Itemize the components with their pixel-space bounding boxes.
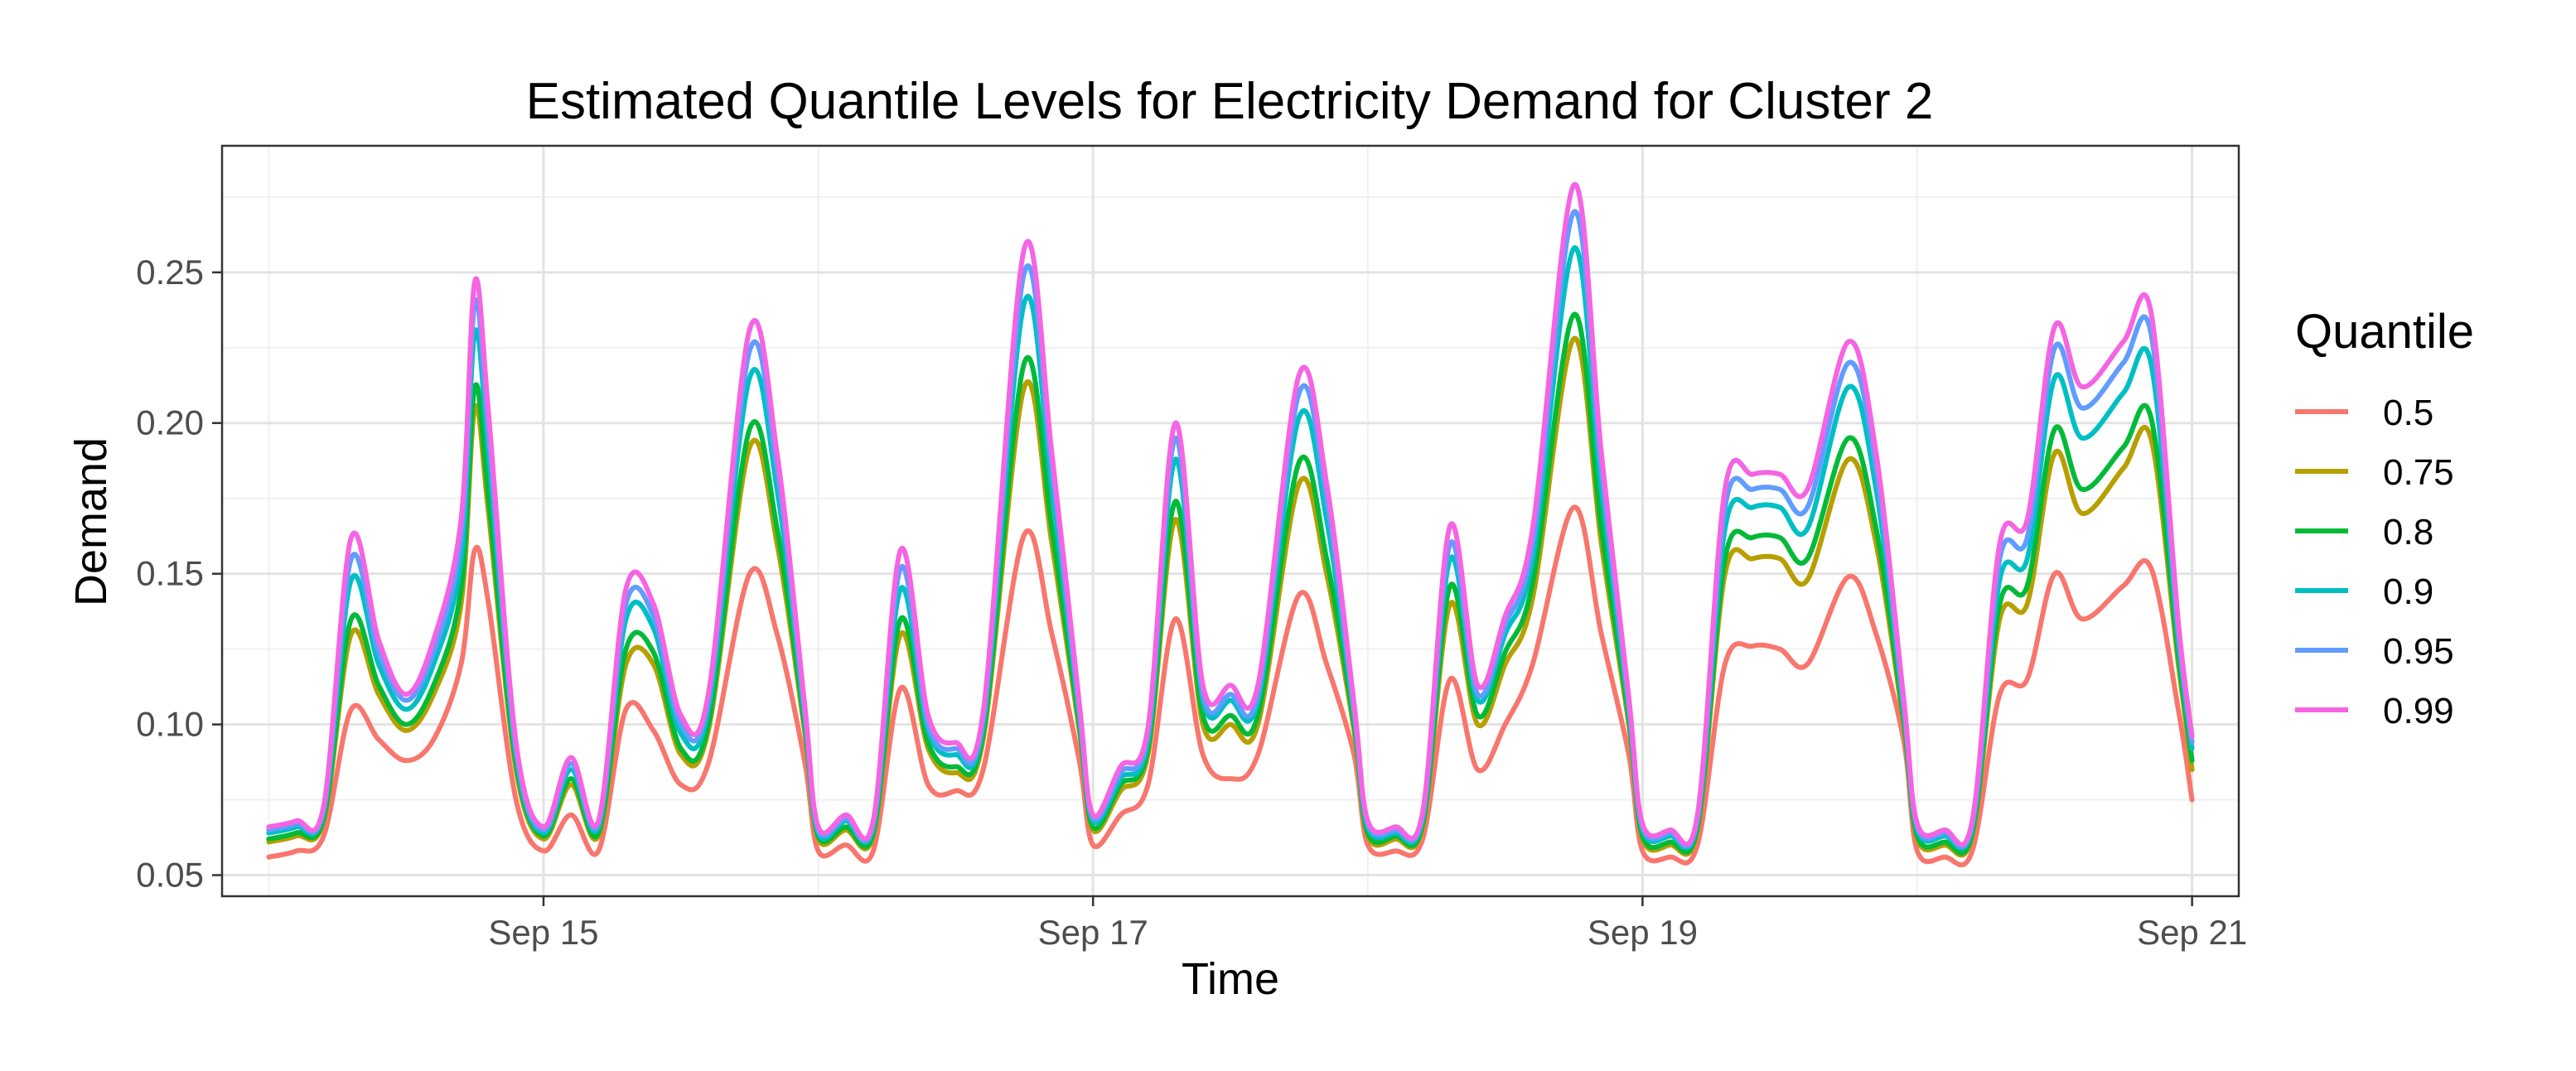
x-axis-title: Time (1182, 954, 1279, 1004)
legend-items: 0.5 0.75 0.8 0.9 0.95 0.99 (2295, 393, 2454, 731)
legend-label-q099: 0.99 (2383, 691, 2454, 731)
y-tick-label: 0.20 (136, 403, 204, 442)
x-tick-label: Sep 19 (1588, 913, 1698, 952)
series-line-q099 (266, 181, 2195, 847)
legend-label-q095: 0.95 (2383, 631, 2454, 672)
series-lines (266, 181, 2195, 867)
chart-title: Estimated Quantile Levels for Electricit… (526, 73, 1934, 130)
series-line-q05 (266, 504, 2195, 867)
y-tick-label: 0.05 (136, 856, 204, 895)
y-axis-title: Demand (66, 437, 116, 606)
x-tick-label: Sep 21 (2137, 913, 2247, 952)
legend-label-q075: 0.75 (2383, 452, 2454, 493)
legend-title: Quantile (2295, 305, 2474, 359)
legend: Quantile 0.5 0.75 0.8 0.9 0.95 0.99 (2295, 305, 2474, 731)
legend-label-q08: 0.8 (2383, 512, 2433, 552)
legend-label-q09: 0.9 (2383, 572, 2433, 612)
axis-ticks: Sep 15 Sep 17 Sep 19 Sep 21 0.05 0.10 0.15 0.20… (136, 253, 2247, 952)
x-tick-label: Sep 17 (1038, 913, 1148, 952)
y-tick-label: 0.10 (136, 705, 204, 744)
plot-border (220, 144, 2240, 898)
legend-label-q05: 0.5 (2383, 393, 2433, 433)
y-tick-label: 0.25 (136, 253, 204, 292)
series-line-q08 (266, 311, 2195, 856)
x-tick-label: Sep 15 (488, 913, 598, 952)
y-tick-label: 0.15 (136, 554, 204, 593)
